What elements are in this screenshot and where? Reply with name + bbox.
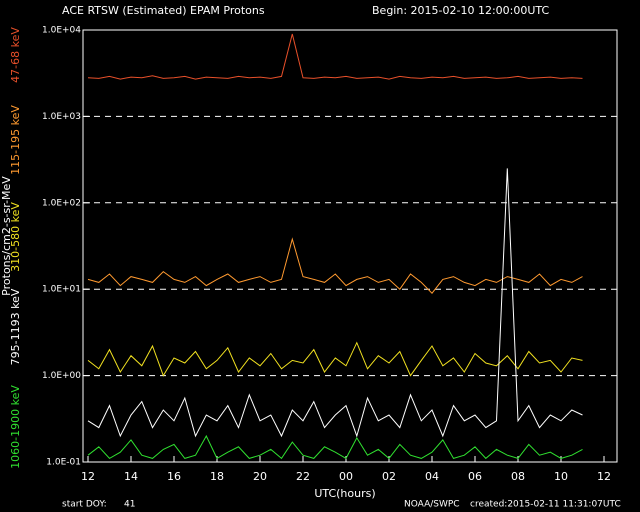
x-tick-label: 00 <box>339 470 353 483</box>
chart-title: ACE RTSW (Estimated) EPAM Protons <box>62 4 265 17</box>
legend-label: 1060-1900 keV <box>9 385 22 469</box>
x-tick-label: 02 <box>382 470 396 483</box>
plot-frame <box>82 29 618 463</box>
footer-created: created:2015-02-11 11:31:07UTC <box>470 500 621 510</box>
series-line <box>87 168 583 438</box>
footer-source: NOAA/SWPC <box>404 500 460 510</box>
footer-doy-label: start DOY: <box>62 500 107 510</box>
x-tick-label: 10 <box>554 470 568 483</box>
x-tick-label: 04 <box>425 470 439 483</box>
series-line <box>87 237 583 294</box>
y-tick-label: 1.0E+03 <box>42 112 81 122</box>
x-tick-label: 18 <box>210 470 224 483</box>
x-tick-label: 08 <box>511 470 525 483</box>
x-tick-label: 20 <box>253 470 267 483</box>
legend-label: 115-195 keV <box>9 105 22 175</box>
y-tick-label: 1.0E-01 <box>46 458 81 468</box>
x-tick-label: 06 <box>468 470 482 483</box>
legend-label: 47-68 keV <box>9 27 22 83</box>
y-axis-label: Protons/cm2-s-sr-MeV <box>0 176 13 296</box>
footer-doy: 41 <box>124 500 135 510</box>
legend-label: 795-1193 keV <box>9 288 22 365</box>
x-tick-label: 16 <box>167 470 181 483</box>
series-line <box>87 33 583 80</box>
legend-label: 310-580 keV <box>9 202 22 272</box>
x-tick-label: 12 <box>597 470 611 483</box>
x-tick-label: 12 <box>81 470 95 483</box>
series-line <box>87 341 583 377</box>
y-tick-label: 1.0E+00 <box>42 371 81 381</box>
chart-subtitle: Begin: 2015-02-10 12:00:00UTC <box>372 4 549 17</box>
x-tick-label: 22 <box>296 470 310 483</box>
y-tick-label: 1.0E+02 <box>42 198 81 208</box>
y-tick-label: 1.0E+04 <box>42 26 81 36</box>
y-tick-label: 1.0E+01 <box>42 285 81 295</box>
x-axis-label: UTC(hours) <box>314 487 375 500</box>
series-line <box>87 434 583 460</box>
x-tick-label: 14 <box>124 470 138 483</box>
